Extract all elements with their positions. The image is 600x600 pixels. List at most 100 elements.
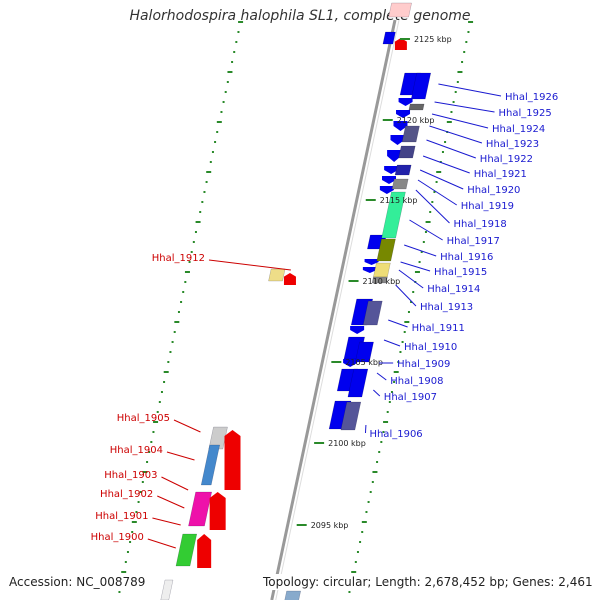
gene-label: Hhal_1911 [412, 323, 465, 334]
gene-label-leader [157, 495, 185, 509]
gene-label: Hhal_1922 [480, 154, 533, 165]
forward-gene-shape [394, 164, 412, 176]
gene-label: Hhal_1902 [100, 489, 153, 500]
forward-gene-shape [401, 125, 420, 143]
reverse-gene-shape [200, 444, 220, 486]
reverse-gene-shape [209, 492, 226, 530]
gene-label: Hhal_1908 [390, 376, 443, 387]
accession-text: Accession: NC_008789 [8, 574, 147, 590]
kbp-label: 2105 kbp [345, 358, 383, 367]
gene-label-leader [166, 451, 195, 461]
forward-gene-shape [371, 276, 388, 284]
forward-gene-shape [362, 300, 383, 326]
gene-label: Hhal_1901 [95, 511, 148, 522]
backbone-shadow [275, 19, 400, 600]
gene-label-leader [388, 319, 408, 328]
forward-gene-shape [396, 110, 411, 118]
gene-label: Hhal_1913 [420, 302, 473, 313]
gene-label: Hhal_1916 [440, 252, 493, 263]
gene-label-leader [395, 284, 417, 307]
forward-gene-shape [391, 178, 409, 190]
kbp-label: 2125 kbp [414, 35, 452, 44]
forward-gene-shape [381, 191, 406, 239]
kbp-label: 2120 kbp [397, 116, 435, 125]
tick-layer [118, 21, 474, 593]
gene-label: Hhal_1923 [486, 139, 539, 150]
gene-label: Hhal_1900 [91, 532, 144, 543]
gene-label: Hhal_1905 [117, 413, 170, 424]
reverse-gene-shape [160, 579, 174, 600]
kbp-label: 2100 kbp [328, 439, 366, 448]
forward-gene-shape [410, 72, 432, 100]
gene-label-leader [409, 219, 443, 241]
gene-label-leader [376, 372, 387, 381]
reverse-gene-shape [283, 273, 296, 285]
gene-label-leader [419, 169, 464, 190]
page-title: Halorhodospira halophila SL1, complete g… [129, 8, 471, 24]
reverse-gene-shape [268, 268, 286, 282]
reverse-gene-shape [188, 491, 213, 527]
reverse-gene-shape [388, 2, 412, 18]
gene-label: Hhal_1918 [454, 219, 507, 230]
gene-label-leader [426, 139, 476, 159]
reverse-gene-shape [175, 533, 198, 567]
kbp-label-layer: 2125 kbp 2120 kbp 2115 kbp 2110 kbp 2105 kbp… [296, 35, 452, 530]
gene-label: Hhal_1909 [397, 359, 450, 370]
forward-gene-shape [384, 166, 399, 174]
forward-gene-shape [373, 262, 391, 278]
gene-label-leader [429, 125, 483, 144]
kbp-label: 2095 kbp [311, 521, 349, 530]
gene-label: Hhal_1903 [104, 470, 157, 481]
gene-label-leader [173, 419, 201, 433]
gene-label-leader [404, 244, 437, 257]
forward-gene-shape [382, 31, 396, 45]
gene-label-leader [383, 339, 401, 347]
genome-summary-text: Topology: circular; Length: 2,678,452 bp… [262, 574, 594, 590]
forward-gene-shape [393, 121, 408, 131]
forward-gene-shape [364, 259, 379, 265]
gene-label: Hhal_1915 [434, 267, 487, 278]
forward-gene-shape [398, 98, 413, 106]
gene-label: Hhal_1920 [467, 185, 520, 196]
forward-gene-shape [355, 341, 374, 363]
forward-gene-shape [376, 238, 396, 262]
forward-gene-shape [347, 368, 369, 398]
gene-label: Hhal_1912 [152, 253, 205, 264]
forward-gene-shape [284, 590, 301, 600]
reverse-gene-shape [394, 38, 407, 50]
gene-label: Hhal_1914 [427, 284, 480, 295]
gene-label-layer: Hhal_1926 Hhal_1925 Hhal_1924 Hhal_1923 Hhal… [91, 83, 558, 549]
forward-gene-shape [408, 103, 425, 111]
reverse-gene-shape [197, 534, 212, 568]
gene-label-leader [431, 113, 489, 129]
gene-label-leader [373, 389, 381, 397]
gene-label-leader [434, 101, 495, 113]
gene-label: Hhal_1919 [461, 201, 514, 212]
backbone-line [270, 19, 397, 600]
forward-gene-shape [343, 359, 358, 367]
gene-label: Hhal_1904 [110, 445, 163, 456]
gene-label: Hhal_1907 [384, 392, 437, 403]
gene-label: Hhal_1917 [447, 236, 500, 247]
forward-gene-shape [379, 186, 394, 194]
gene-label-leader [208, 259, 291, 271]
gene-label-leader [161, 476, 189, 491]
forward-gene-shape [350, 326, 365, 334]
gene-label-leader [398, 269, 424, 289]
gene-label: Hhal_1924 [492, 124, 545, 135]
gene-label-leader [417, 179, 458, 206]
reverse-gene-shape [224, 430, 241, 490]
feature-layer [160, 2, 432, 600]
gene-label-leader [422, 155, 470, 174]
gene-label: Hhal_1926 [505, 92, 558, 103]
forward-gene-shape [387, 150, 402, 162]
forward-gene-shape [382, 176, 396, 184]
gene-label: Hhal_1925 [499, 108, 552, 119]
forward-gene-shape [340, 401, 362, 431]
gene-label-leader [400, 261, 431, 272]
kbp-label: 2110 kbp [363, 277, 401, 286]
gene-label-leader [415, 189, 450, 224]
gene-label-leader [147, 538, 176, 549]
gene-label-leader [152, 517, 181, 526]
